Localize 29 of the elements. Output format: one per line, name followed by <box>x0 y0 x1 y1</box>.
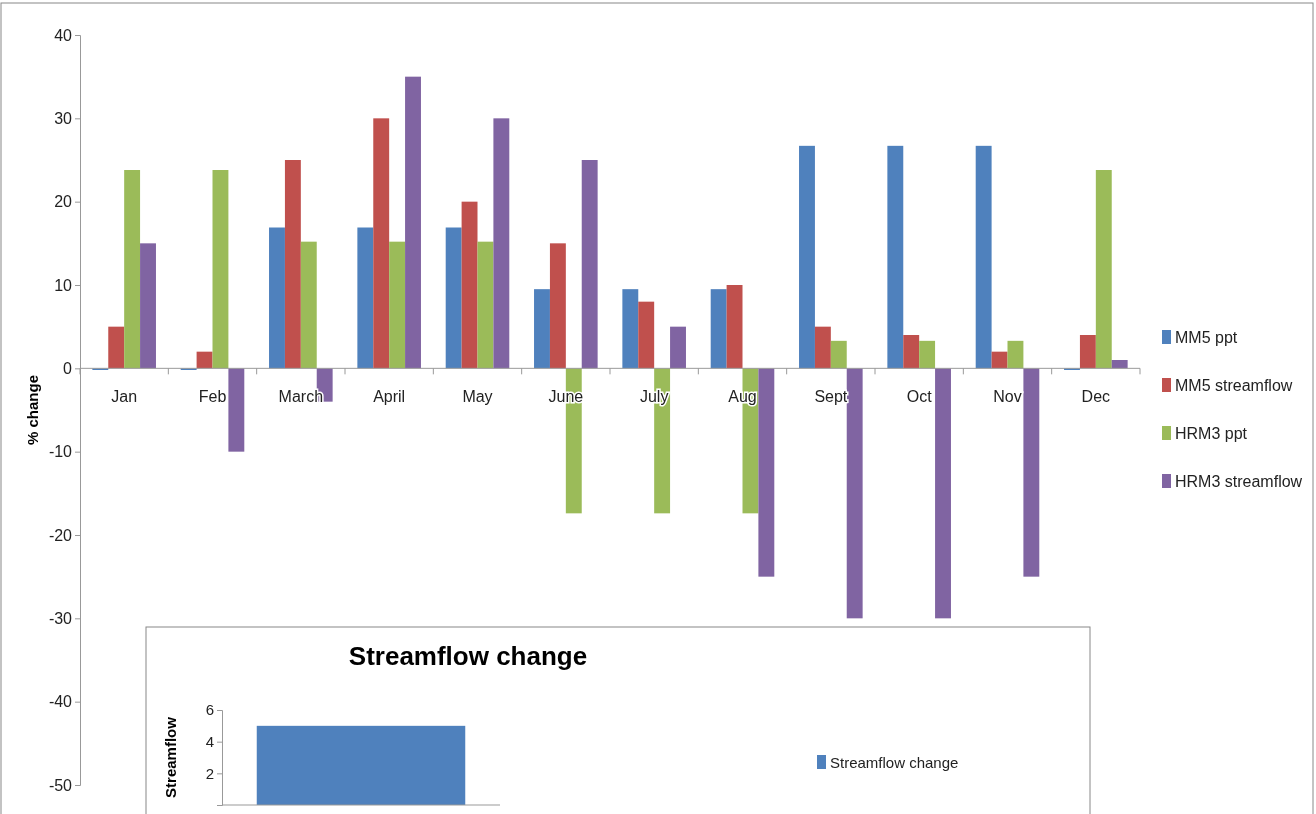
y-tick-label: -50 <box>48 776 73 794</box>
x-tick-label: May <box>462 387 493 405</box>
x-tick-label: Dec <box>1081 387 1111 405</box>
y-tick-label: -40 <box>48 693 73 711</box>
x-tick-label: Sept <box>814 387 848 405</box>
y-tick-label: 2 <box>205 764 214 782</box>
y-tick-label: -10 <box>48 443 73 461</box>
y-axis-title: % change <box>24 374 41 446</box>
x-tick-label: April <box>373 387 406 405</box>
x-tick-label: Nov <box>993 387 1022 405</box>
y-tick-label: -30 <box>48 609 73 627</box>
legend-label: MM5 ppt <box>1175 329 1238 346</box>
y-tick-label: 10 <box>54 276 73 294</box>
y-tick-label: 30 <box>54 109 73 127</box>
y-tick-label: 6 <box>205 701 214 719</box>
y-tick-label: 40 <box>54 26 73 44</box>
y-tick-label: 20 <box>54 193 73 211</box>
chart-title: Streamflow change <box>348 641 588 671</box>
legend-label: HRM3 streamflow <box>1175 473 1303 490</box>
y-tick-label: 0 <box>63 359 73 377</box>
x-tick-label: Jan <box>111 387 138 405</box>
x-tick-label: Oct <box>906 387 933 405</box>
legend-label: MM5 streamflow <box>1175 377 1293 394</box>
y-axis-title: Streamflow <box>162 716 179 798</box>
x-tick-label: Feb <box>198 387 227 405</box>
legend-label: Streamflow change <box>830 754 959 771</box>
legend-label: HRM3 ppt <box>1175 425 1248 442</box>
y-tick-label: 4 <box>205 732 214 750</box>
y-tick-label: -20 <box>48 526 73 544</box>
